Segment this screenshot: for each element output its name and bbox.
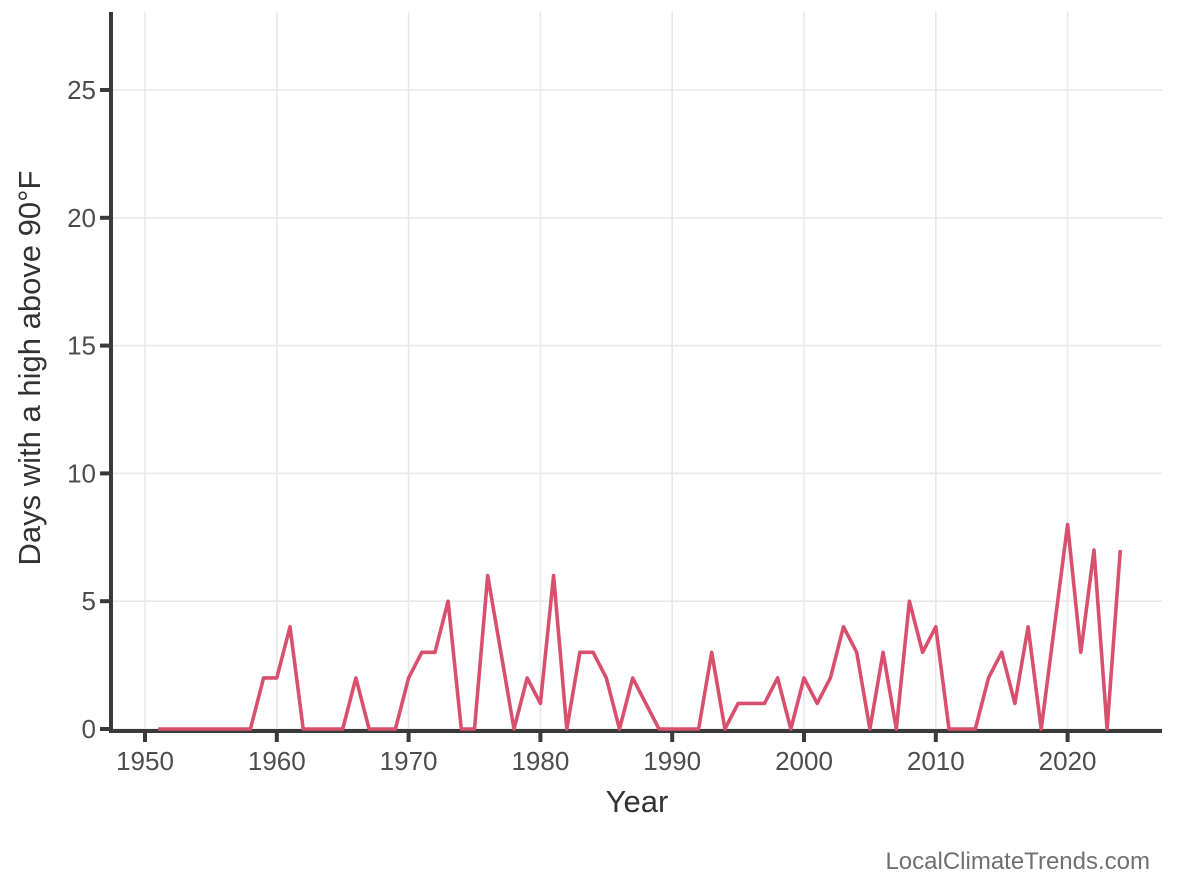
x-tick-label: 1990 bbox=[643, 746, 701, 776]
x-tick-label: 2000 bbox=[775, 746, 833, 776]
data-line bbox=[158, 522, 1123, 731]
x-tick-label: 2010 bbox=[907, 746, 965, 776]
x-tick-label: 2020 bbox=[1039, 746, 1097, 776]
y-tick-label: 25 bbox=[67, 75, 96, 105]
axes bbox=[100, 12, 1162, 742]
y-tick-label: 20 bbox=[67, 203, 96, 233]
y-tick-label: 10 bbox=[67, 458, 96, 488]
y-axis-title: Days with a high above 90°F bbox=[12, 171, 47, 566]
gridlines bbox=[111, 12, 1162, 731]
x-tick-label: 1950 bbox=[116, 746, 174, 776]
y-tick-label: 0 bbox=[82, 714, 96, 744]
y-tick-label: 15 bbox=[67, 331, 96, 361]
watermark-text: LocalClimateTrends.com bbox=[885, 848, 1150, 875]
x-tick-label: 1970 bbox=[380, 746, 438, 776]
tick-labels: 1950 1960 1970 1980 1990 2000 2010 2020 0 5 10 15 20… bbox=[67, 75, 1096, 776]
x-axis-title: Year bbox=[606, 784, 669, 819]
x-tick-label: 1980 bbox=[511, 746, 569, 776]
x-tick-label: 1960 bbox=[248, 746, 306, 776]
y-tick-label: 5 bbox=[82, 586, 96, 616]
